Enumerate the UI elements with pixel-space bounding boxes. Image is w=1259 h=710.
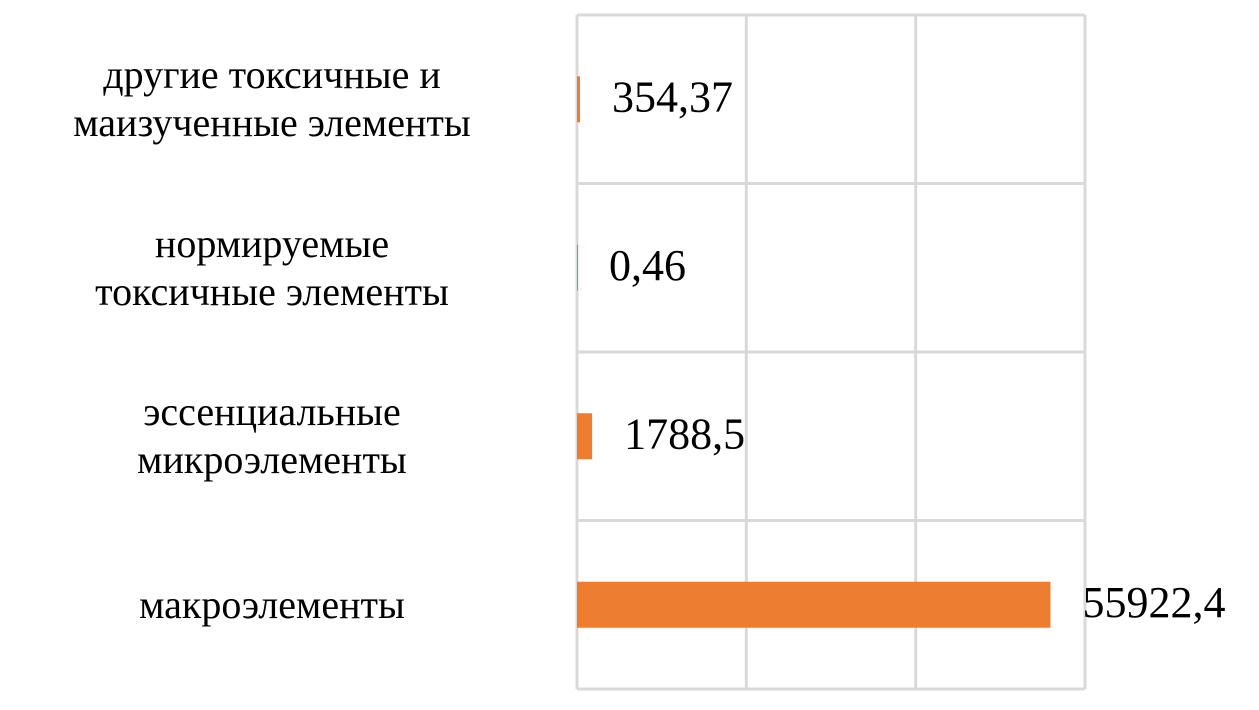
category-label: макроэлементы (139, 581, 405, 627)
bar (577, 76, 581, 123)
value-label: 1788,5 (624, 409, 745, 458)
value-label: 55922,4 (1082, 578, 1225, 627)
category-label: нормируемые токсичные элементы (95, 220, 449, 314)
category-label: другие токсичные и маизученные элементы (73, 52, 471, 146)
value-label: 0,46 (609, 241, 686, 290)
bar (577, 581, 1051, 628)
bar (577, 244, 578, 291)
bar (577, 413, 593, 460)
value-label: 354,37 (612, 72, 733, 121)
category-label: эссенциальные микроэлементы (137, 389, 407, 483)
